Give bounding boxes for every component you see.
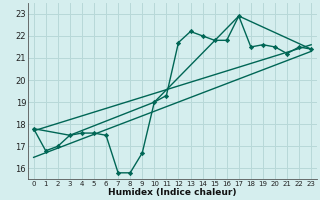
X-axis label: Humidex (Indice chaleur): Humidex (Indice chaleur) [108,188,237,197]
